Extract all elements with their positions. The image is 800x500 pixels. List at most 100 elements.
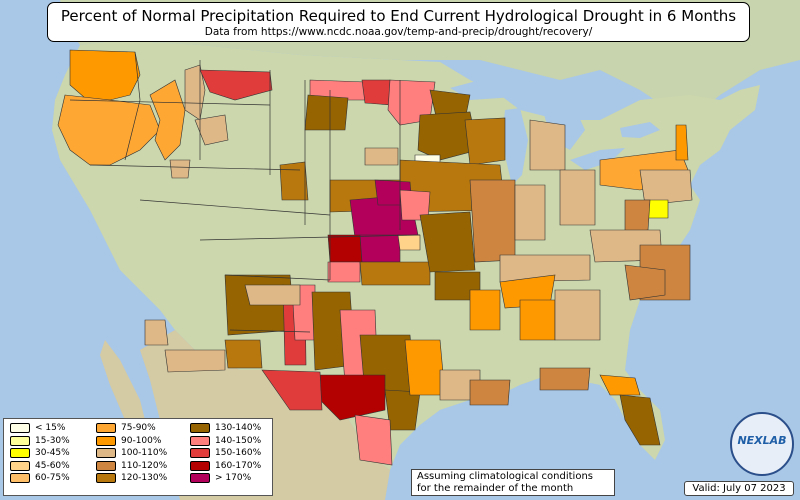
region-tx-brown3 (384, 389, 421, 431)
nexlab-logo: NEXLAB (730, 412, 794, 476)
legend-item: 45-60% (6, 460, 94, 473)
legend-column-3: 130-140% 140-150% 150-160% 160-170% > 17… (186, 422, 274, 485)
valid-date: Valid: July 07 2023 (684, 481, 794, 496)
region-tx-red (261, 369, 323, 411)
map-title: Percent of Normal Precipitation Required… (60, 7, 737, 25)
region-fl-orange (599, 374, 641, 396)
legend-label: 15-30% (35, 435, 70, 446)
region-wi-mid (464, 117, 506, 166)
legend-label: < 15% (35, 423, 66, 434)
legend-item: 15-30% (6, 435, 94, 448)
region-sc-brown (624, 264, 666, 301)
region-ok-magenta (359, 234, 401, 263)
legend-label: 30-45% (35, 448, 70, 459)
legend-item: 90-100% (92, 435, 180, 448)
legend-item: 130-140% (186, 422, 274, 435)
legend-swatch (10, 473, 30, 484)
logo-text: NEXLAB (737, 434, 787, 447)
legend-swatch (96, 423, 116, 434)
legend-item: 75-90% (92, 422, 180, 435)
legend-label: 110-120% (121, 460, 168, 471)
legend-swatch (96, 460, 116, 471)
legend-item: < 15% (6, 422, 94, 435)
region-nd-red (361, 79, 393, 106)
legend-item: 30-45% (6, 447, 94, 460)
region-wi-brown (417, 111, 479, 161)
legend-item: > 170% (186, 472, 274, 485)
legend-swatch (10, 460, 30, 471)
legend-item: 140-150% (186, 435, 274, 448)
region-la-orange (404, 339, 446, 396)
region-ok-pale (397, 234, 421, 251)
region-mi-tan (529, 119, 566, 171)
legend-item: 110-120% (92, 460, 180, 473)
legend-item: 160-170% (186, 460, 274, 473)
map-subtitle: Data from https://www.ncdc.noaa.gov/temp… (204, 26, 593, 38)
lake-michigan (503, 108, 528, 185)
region-tn-tan (499, 254, 591, 283)
region-ms-orange (469, 289, 501, 331)
legend-item: 60-75% (6, 472, 94, 485)
legend-swatch (96, 435, 116, 446)
legend-swatch (190, 448, 210, 459)
drought-regions (57, 49, 693, 466)
legend-label: 45-60% (35, 460, 70, 471)
legend-swatch (10, 423, 30, 434)
lake-superior (450, 78, 540, 100)
assumption-note-line-2: for the remainder of the month (417, 483, 574, 494)
legend-swatch (190, 473, 210, 484)
region-tx-pink2 (354, 414, 393, 466)
region-ga-tan (554, 289, 601, 341)
legend-label: 160-170% (215, 460, 262, 471)
region-sw-tan (164, 349, 226, 373)
region-pa-tan (624, 199, 651, 233)
lake-ontario (620, 122, 660, 138)
assumption-note-line-1: Assuming climatological conditions (417, 471, 593, 482)
lake-erie (570, 148, 625, 170)
region-washington (69, 49, 141, 101)
legend-column-2: 75-90% 90-100% 100-110% 110-120% 120-130… (92, 422, 180, 485)
legend-swatch (190, 423, 210, 434)
legend-label: > 170% (215, 473, 252, 484)
legend-label: 150-160% (215, 448, 262, 459)
region-ok-pink (327, 261, 361, 283)
legend-swatch (10, 435, 30, 446)
region-oh-tan (559, 169, 596, 226)
region-ne-tan2 (364, 147, 399, 166)
legend-label: 75-90% (121, 423, 156, 434)
legend-swatch (96, 473, 116, 484)
region-wy-brown (279, 161, 309, 201)
region-ny-orange (675, 124, 689, 161)
legend-column-1: < 15% 15-30% 30-45% 45-60% 60-75% (6, 422, 94, 485)
region-al-orange (519, 299, 556, 341)
legend-item: 100-110% (92, 447, 180, 460)
region-nw-wyoming (194, 114, 229, 146)
region-az-tan (144, 319, 169, 346)
region-oregon (57, 94, 161, 166)
title-box: Percent of Normal Precipitation Required… (47, 2, 750, 42)
region-sd-brown (304, 94, 349, 131)
legend-swatch (10, 448, 30, 459)
region-montana-red (199, 69, 273, 101)
region-ok-darkred (327, 234, 363, 263)
legend-label: 140-150% (215, 435, 262, 446)
region-co-tan (244, 284, 301, 306)
legend-swatch (190, 460, 210, 471)
legend-label: 60-75% (35, 473, 70, 484)
legend-item: 150-160% (186, 447, 274, 460)
legend-label: 100-110% (121, 448, 168, 459)
region-mo-brown (419, 211, 476, 273)
region-il-mid (469, 179, 516, 263)
legend-swatch (190, 435, 210, 446)
legend-label: 130-140% (215, 423, 262, 434)
region-in-tan (514, 184, 546, 241)
legend-item: 120-130% (92, 472, 180, 485)
region-fl-brown (619, 394, 661, 446)
legend: < 15% 15-30% 30-45% 45-60% 60-75% 75-90%… (3, 418, 273, 496)
region-az-brown (224, 339, 263, 369)
region-ne-tan (169, 159, 191, 179)
region-idaho-orange (149, 79, 186, 161)
assumption-note: Assuming climatological conditions for t… (411, 469, 615, 496)
